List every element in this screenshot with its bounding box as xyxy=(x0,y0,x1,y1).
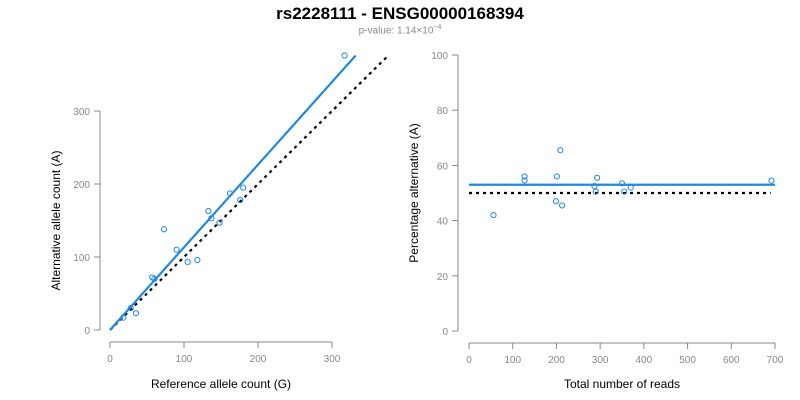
y-axis-label: Alternative allele count (A) xyxy=(49,150,63,290)
y-tick-label: 100 xyxy=(431,51,448,62)
data-point xyxy=(553,173,560,180)
data-point xyxy=(768,177,775,184)
data-point xyxy=(341,52,348,59)
x-axis-label: Reference allele count (G) xyxy=(151,377,291,391)
data-point xyxy=(627,184,634,191)
y-axis-label: Percentage alternative (A) xyxy=(407,123,421,262)
x-tick-label: 200 xyxy=(548,355,565,366)
x-tick-label: 200 xyxy=(250,354,267,365)
data-point xyxy=(521,177,528,184)
x-tick-label: 400 xyxy=(636,355,653,366)
y-tick-label: 300 xyxy=(73,107,90,118)
y-tick-label: 40 xyxy=(437,217,449,228)
data-point xyxy=(132,310,139,317)
data-point xyxy=(216,219,223,226)
data-point xyxy=(151,275,158,282)
data-point xyxy=(120,314,127,321)
data-point xyxy=(205,207,212,215)
x-tick-label: 300 xyxy=(324,354,341,365)
data-point xyxy=(559,202,566,209)
data-point xyxy=(237,196,244,204)
data-point xyxy=(127,305,134,312)
y-tick-label: 0 xyxy=(84,326,90,337)
reference-line xyxy=(109,54,390,331)
data-point xyxy=(557,147,564,154)
data-point xyxy=(160,226,168,233)
x-axis-label: Total number of reads xyxy=(564,377,680,391)
y-tick-label: 100 xyxy=(73,253,90,264)
data-point xyxy=(591,183,598,190)
y-tick-label: 60 xyxy=(437,161,449,172)
x-tick-label: 100 xyxy=(176,354,193,365)
data-point xyxy=(621,188,628,195)
data-point xyxy=(593,174,601,181)
data-point xyxy=(490,211,497,219)
data-point xyxy=(194,256,201,264)
x-tick-label: 0 xyxy=(107,354,113,365)
data-point xyxy=(208,215,215,222)
data-point xyxy=(592,188,599,195)
data-point xyxy=(184,259,191,266)
data-point xyxy=(226,190,233,197)
y-tick-label: 0 xyxy=(442,327,448,338)
x-tick-label: 100 xyxy=(504,355,521,366)
x-tick-label: 0 xyxy=(466,355,472,366)
y-tick-label: 20 xyxy=(437,272,449,283)
x-tick-label: 300 xyxy=(592,355,609,366)
y-tick-label: 200 xyxy=(73,180,90,191)
data-point xyxy=(552,198,560,205)
chart-subtitle: p-value: 1.14×10−4 xyxy=(358,24,442,37)
chart-title: rs2228111 - ENSG00000168394 xyxy=(276,4,524,23)
chart-panel-2: 0 100 200 300 400 500 600 700 0 20 40 60 80 100 Total … xyxy=(407,51,784,391)
x-tick-label: 700 xyxy=(767,355,784,366)
x-tick-label: 500 xyxy=(679,355,696,366)
y-tick-label: 80 xyxy=(437,106,449,117)
data-point xyxy=(618,180,626,187)
x-tick-label: 600 xyxy=(723,355,740,366)
chart-panel-1: 0 100 200 300 0 100 200 300 Reference allele cou… xyxy=(49,52,390,391)
data-point xyxy=(240,184,247,191)
data-point xyxy=(521,173,528,180)
data-point xyxy=(173,246,180,253)
